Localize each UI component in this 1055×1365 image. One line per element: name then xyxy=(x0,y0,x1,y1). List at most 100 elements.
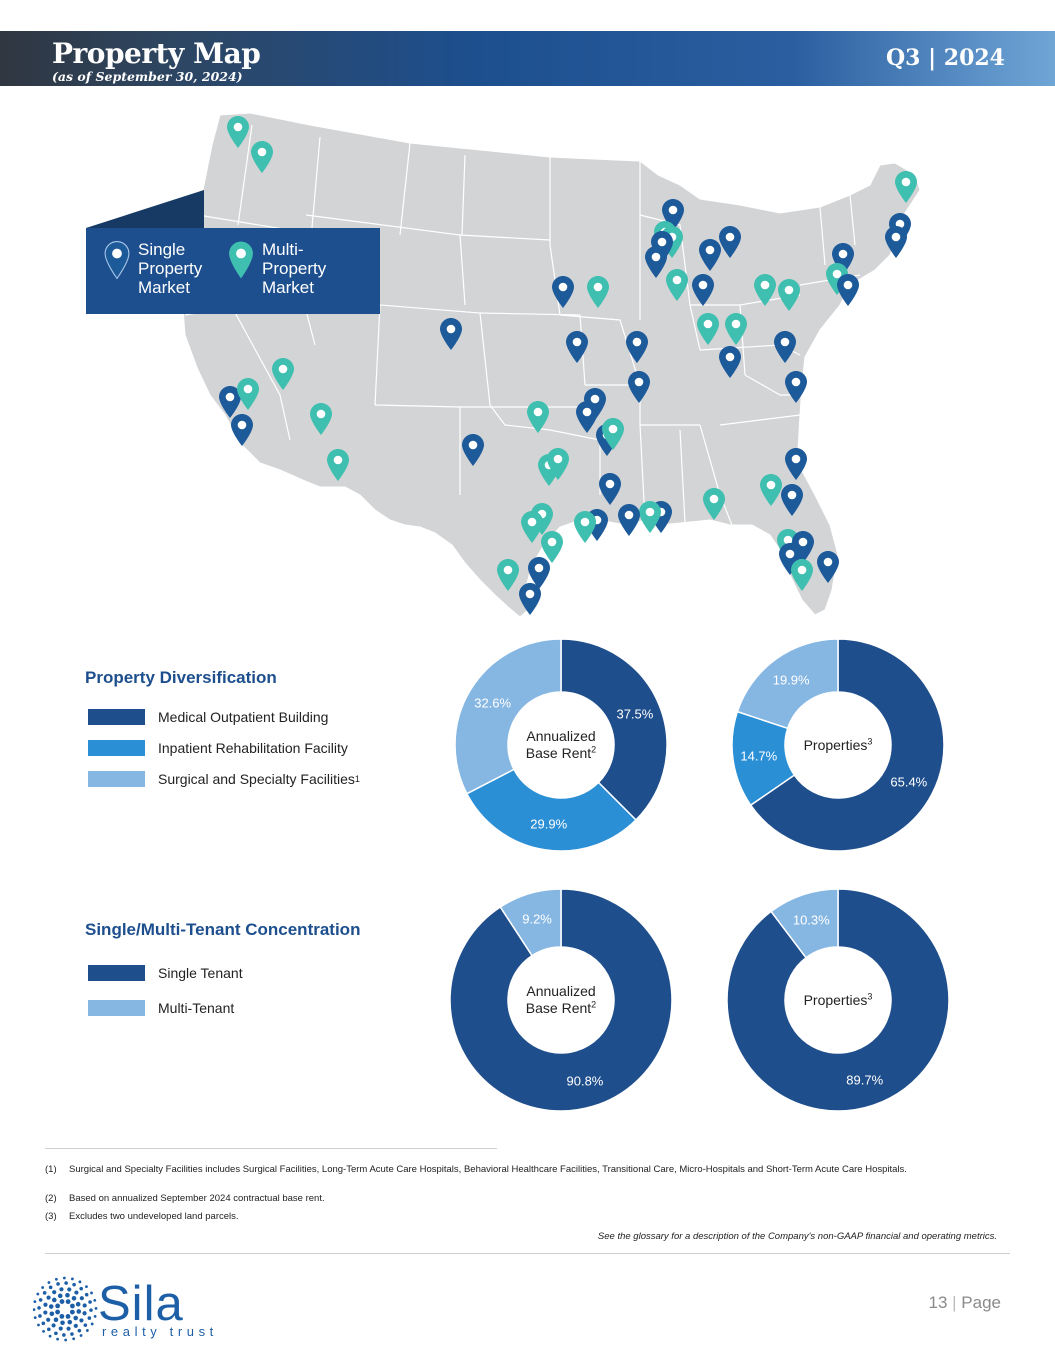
multi-property-pin-icon xyxy=(497,559,519,591)
legend-single-tenant: Single Tenant xyxy=(88,965,243,981)
multi-property-pin-icon xyxy=(895,171,917,203)
page-number-label: Page xyxy=(961,1293,1001,1312)
single-property-pin-icon xyxy=(781,484,803,516)
mob-swatch xyxy=(88,709,145,725)
donut-3-label-1: 90.8% xyxy=(566,1073,604,1089)
donut-1-slice-2 xyxy=(465,768,638,852)
single-property-pin-icon xyxy=(699,239,721,271)
us-property-map xyxy=(181,112,921,618)
legend-mob: Medical Outpatient Building xyxy=(88,709,328,725)
multi-property-pin-icon xyxy=(587,276,609,308)
donut-chart-3 xyxy=(449,888,673,1112)
donut-4-slice-1 xyxy=(726,888,950,1112)
single-property-pin-icon xyxy=(817,551,839,583)
multi-tenant-label: Multi-Tenant xyxy=(158,1000,235,1016)
logo-tagline: realty trust xyxy=(102,1324,218,1339)
footnote-3-text: Excludes two undeveloped land parcels. xyxy=(69,1211,239,1222)
donut-1-slice-1 xyxy=(560,638,668,822)
multi-property-pin-icon xyxy=(791,559,813,591)
donut-2-slice-1 xyxy=(749,638,945,852)
single-property-pin-icon xyxy=(552,276,574,308)
multi-property-pin-icon xyxy=(547,448,569,480)
donut-1-slice-3 xyxy=(454,638,562,795)
sila-logo-mark xyxy=(33,1276,98,1342)
ssf-label: Surgical and Specialty Facilities xyxy=(158,771,355,787)
footnote-3: (3) Excludes two undeveloped land parcel… xyxy=(45,1211,959,1222)
footnote-3-num: (3) xyxy=(45,1211,57,1222)
footnote-1-num: (1) xyxy=(45,1164,57,1175)
single-property-pin-icon xyxy=(528,557,550,589)
single-property-pin-icon xyxy=(231,414,253,446)
multi-property-pin-icon xyxy=(697,313,719,345)
multi-property-pin-icon xyxy=(754,274,776,306)
donut-1-label-1: 37.5% xyxy=(616,706,654,722)
legend-ssf: Surgical and Specialty Facilities 1 xyxy=(88,771,360,787)
multi-property-pin-icon xyxy=(703,488,725,520)
single-property-pin-icon xyxy=(785,448,807,480)
multi-property-pin-icon xyxy=(272,358,294,390)
single-property-pin-icon xyxy=(462,434,484,466)
donut-4-center-label: Properties3 xyxy=(803,990,873,1008)
single-property-pin-icon xyxy=(885,226,907,258)
donut-2-slice-3 xyxy=(736,638,839,730)
property-pins xyxy=(219,116,917,615)
donut-4-label-1: 89.7% xyxy=(846,1072,884,1088)
single-property-pin-icon xyxy=(719,226,741,258)
single-property-pin-icon xyxy=(618,504,640,536)
single-property-pin-icon xyxy=(692,274,714,306)
donut-3-center-label: Annualized Base Rent2 xyxy=(525,983,597,1016)
multi-property-pin-icon xyxy=(778,279,800,311)
single-property-pin-icon xyxy=(440,318,462,350)
tenancy-title: Single/Multi-Tenant Concentration xyxy=(85,920,361,939)
multi-property-pin-icon xyxy=(725,313,747,345)
irf-swatch xyxy=(88,740,145,756)
footnote-2: (2) Based on annualized September 2024 c… xyxy=(45,1193,959,1204)
single-property-pin-icon xyxy=(719,346,741,378)
multi-property-pin-icon xyxy=(639,501,661,533)
legend-single-market: Single Property Market xyxy=(104,240,202,297)
single-property-pin-icon xyxy=(628,371,650,403)
single-property-pin-icon xyxy=(837,274,859,306)
donut-4-label-2: 10.3% xyxy=(792,912,830,928)
donut-chart-1 xyxy=(454,638,668,852)
donut-1-label-2: 29.9% xyxy=(530,816,568,832)
legend-flap xyxy=(86,190,204,228)
single-tenant-swatch xyxy=(88,965,145,981)
footnote-1-text: Surgical and Specialty Facilities includ… xyxy=(69,1164,907,1175)
single-property-pin-icon xyxy=(519,583,541,615)
map-legend: Single Property Market Multi- Property M… xyxy=(86,228,380,314)
footnote-2-text: Based on annualized September 2024 contr… xyxy=(69,1193,325,1204)
page-header: Property Map (as of September 30, 2024) … xyxy=(0,31,1055,86)
legend-multi-tenant: Multi-Tenant xyxy=(88,1000,234,1016)
logo-wordmark: Sila xyxy=(98,1277,184,1331)
multi-property-pin-icon xyxy=(602,418,624,450)
single-property-pin-icon xyxy=(576,401,598,433)
multi-property-pin-icon xyxy=(310,403,332,435)
donut-2-label-3: 19.9% xyxy=(772,672,810,688)
footnote-rule xyxy=(45,1148,497,1149)
footnote-1: (1) Surgical and Specialty Facilities in… xyxy=(45,1164,959,1175)
page-number-separator: | xyxy=(952,1293,957,1312)
donut-3-slice-2 xyxy=(499,888,562,957)
multi-property-pin-icon xyxy=(251,141,273,173)
donut-3-slice-1 xyxy=(449,888,673,1112)
single-property-pin-icon xyxy=(785,371,807,403)
donut-chart-4 xyxy=(726,888,950,1112)
irf-label: Inpatient Rehabilitation Facility xyxy=(158,740,348,756)
mob-label: Medical Outpatient Building xyxy=(158,709,329,725)
single-property-pin-icon xyxy=(645,246,667,278)
single-property-pin-icon xyxy=(566,331,588,363)
multi-property-pin-icon xyxy=(327,449,349,481)
legend-irf: Inpatient Rehabilitation Facility xyxy=(88,740,348,756)
donut-1-center-label: Annualized Base Rent2 xyxy=(525,728,597,761)
multi-property-pin-icon xyxy=(227,116,249,148)
multi-property-pin-icon xyxy=(666,269,688,301)
single-market-pin-icon xyxy=(104,241,130,280)
multi-property-pin-icon xyxy=(574,511,596,543)
multi-market-pin-icon xyxy=(229,241,253,279)
report-period: Q3 | 2024 xyxy=(885,45,1005,71)
page-subtitle: (as of September 30, 2024) xyxy=(52,69,243,84)
legend-multi-market: Multi- Property Market xyxy=(228,240,326,297)
donut-chart-2 xyxy=(731,638,945,852)
multi-property-pin-icon xyxy=(760,474,782,506)
